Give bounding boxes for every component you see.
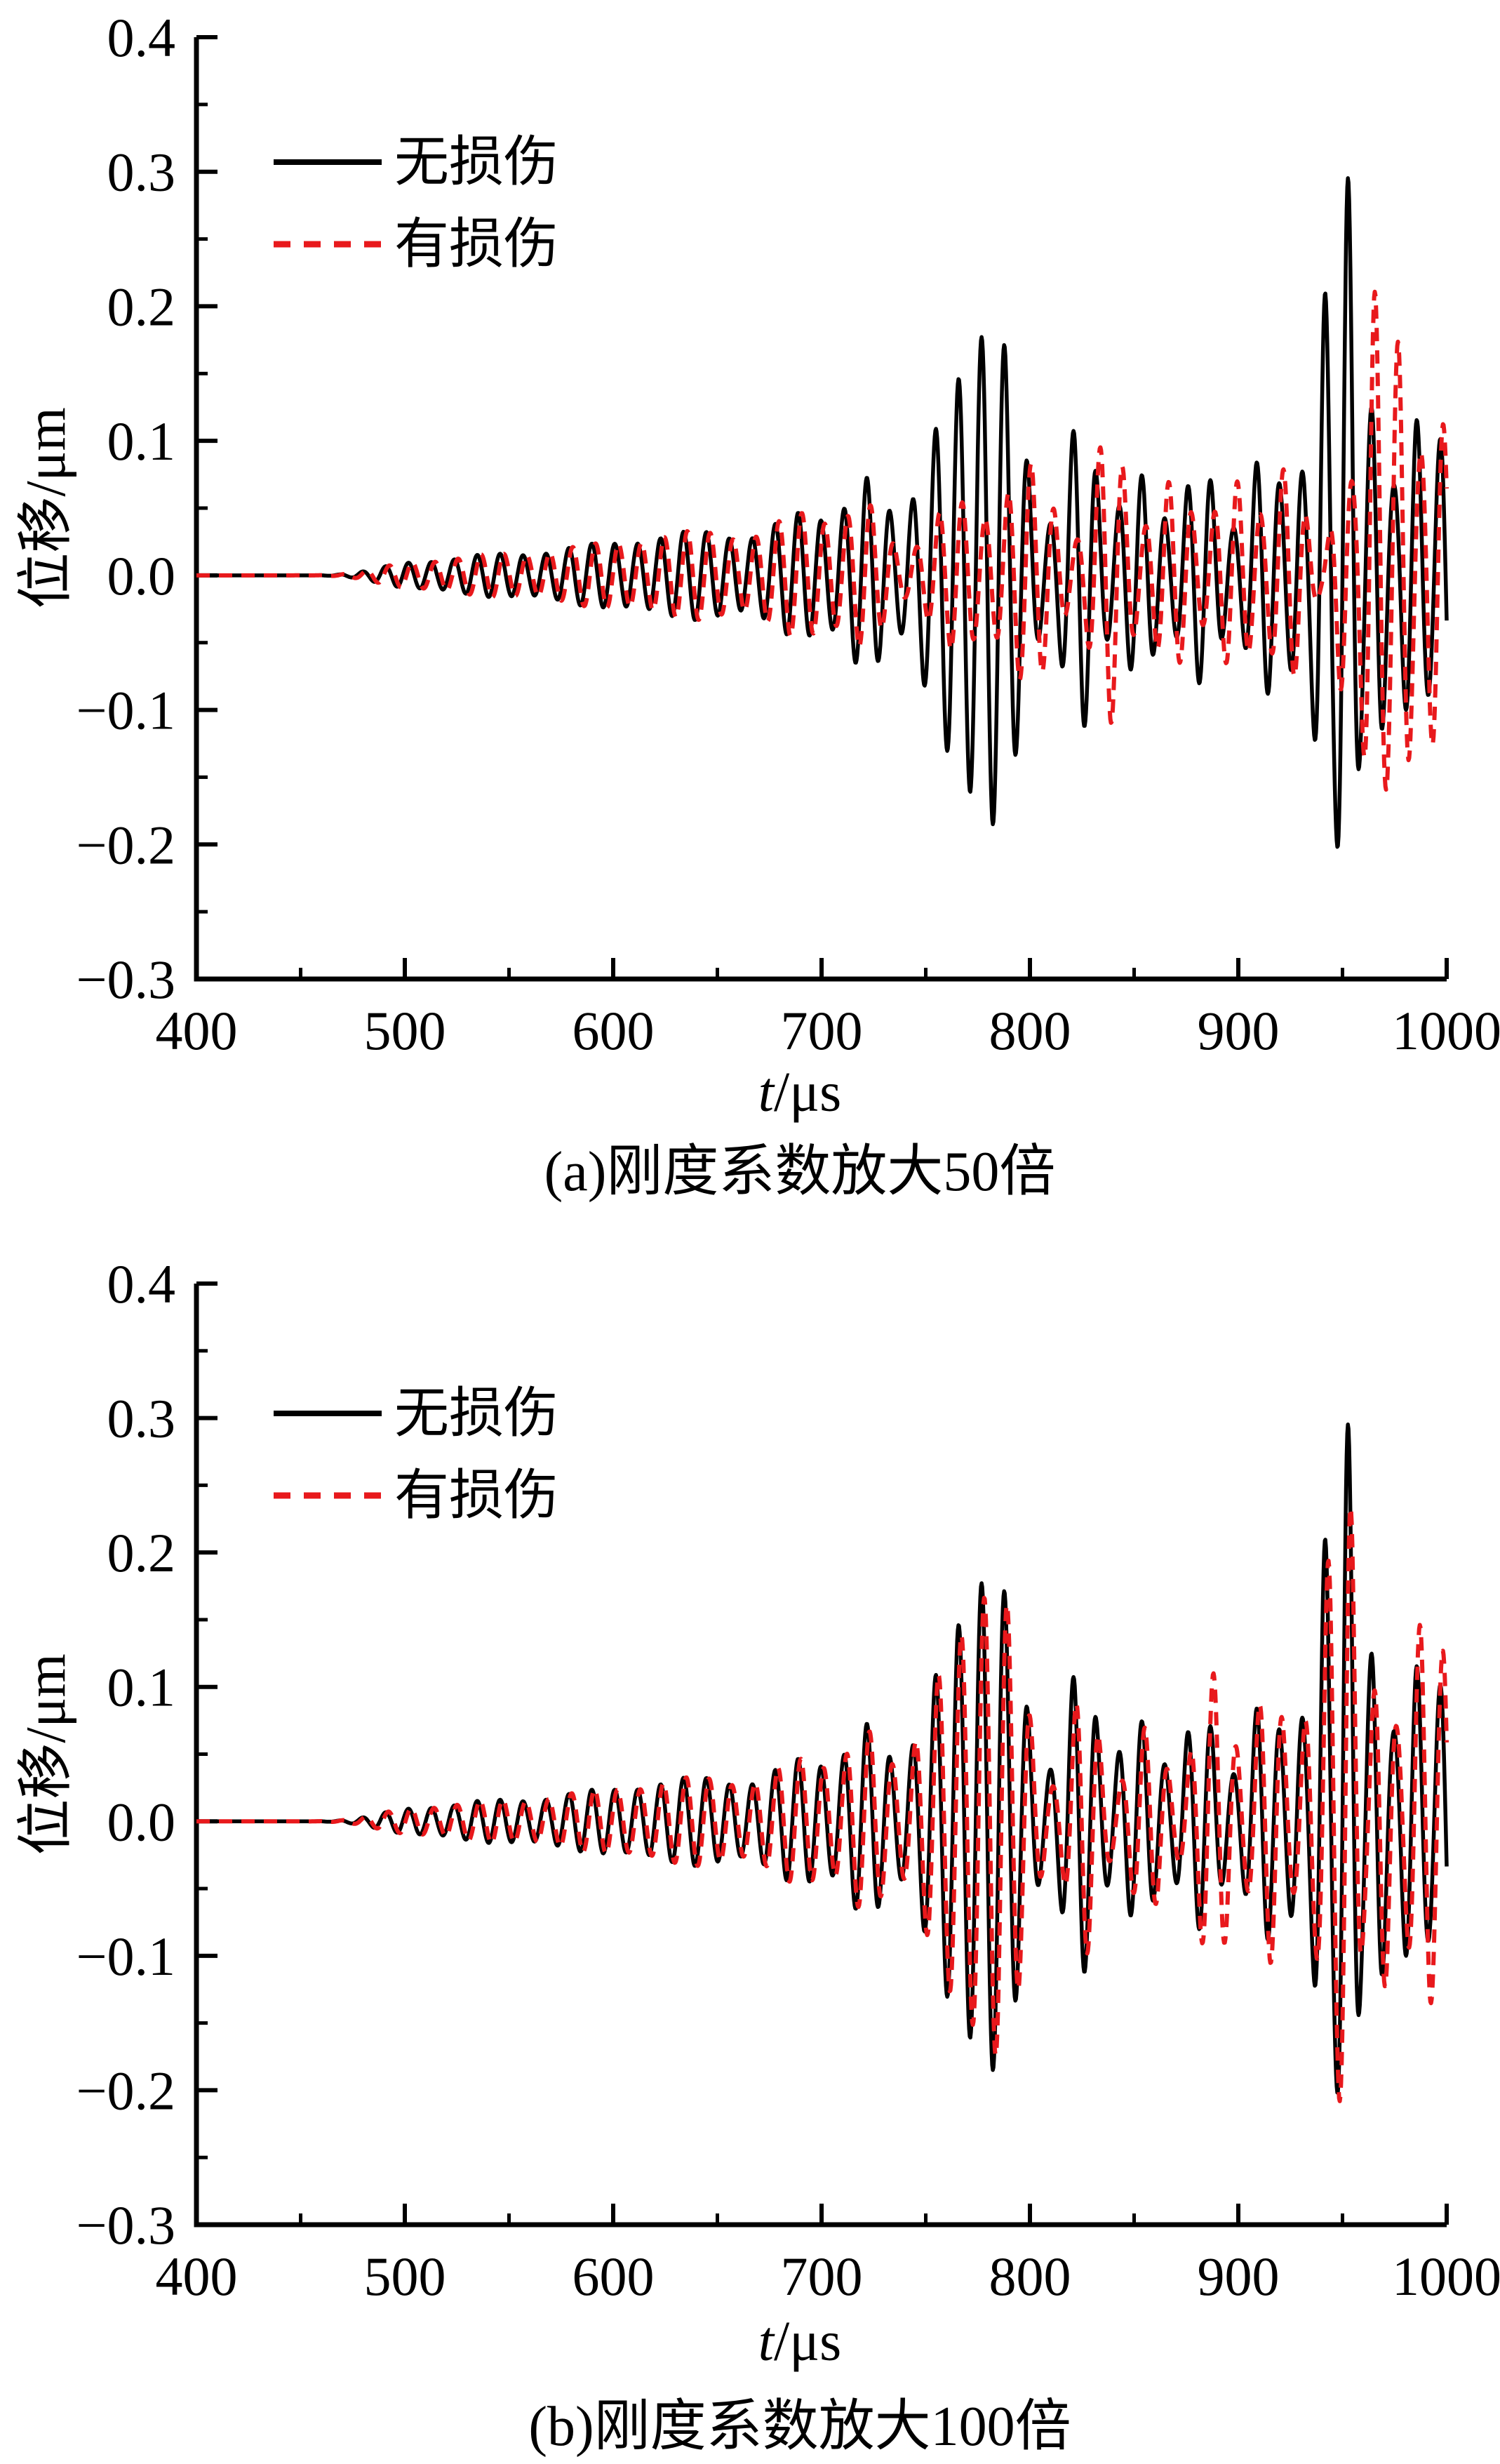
legend-line-dashed-icon (274, 241, 382, 248)
x-tick-label: 500 (364, 2246, 446, 2307)
series-a-damaged-line (194, 289, 1449, 792)
legend-label-undamaged: 无损伤 (394, 131, 559, 192)
y-tick-label: −0.3 (76, 2195, 176, 2256)
x-tick-label: 400 (156, 2246, 238, 2307)
x-tick-label: 600 (572, 1000, 655, 1061)
x-tick-label: 600 (572, 2246, 655, 2307)
x-tick-label: 900 (1198, 1000, 1280, 1061)
y-tick-label: 0.3 (107, 142, 176, 203)
legend-label-damaged: 有损伤 (394, 213, 559, 274)
y-tick-label: −0.1 (76, 1926, 176, 1987)
x-tick-label: 700 (781, 1000, 863, 1061)
x-tick-label: 900 (1198, 2246, 1280, 2307)
y-tick-label: 0.0 (107, 545, 176, 606)
x-axis-label-variable: t (758, 2310, 774, 2373)
legend-line-dashed-icon (274, 1492, 382, 1499)
legend-label-damaged: 有损伤 (394, 1465, 559, 1526)
y-tick-label: −0.2 (76, 814, 176, 875)
x-tick-label: 1000 (1392, 1000, 1500, 1061)
x-tick-label: 700 (781, 2246, 863, 2307)
y-tick-label: 0.4 (107, 1253, 176, 1314)
legend-item-undamaged: 无损伤 (272, 135, 558, 189)
x-axis-label-unit: /μs (773, 1061, 842, 1124)
y-tick-label: 0.3 (107, 1388, 176, 1449)
y-tick-label: 0.4 (107, 7, 176, 68)
caption-a: (a)刚度系数放大50倍 (544, 1141, 1056, 1203)
series-b-damaged-line (194, 1505, 1449, 2103)
legend-item-damaged: 有损伤 (272, 1468, 558, 1523)
y-axis-label-b: 位移/μm (15, 1653, 77, 1856)
caption-b: (b)刚度系数放大100倍 (528, 2396, 1071, 2458)
y-tick-label: 0.2 (107, 276, 176, 337)
legend-line-solid-icon (274, 159, 382, 165)
y-tick-label: 0.2 (107, 1522, 176, 1583)
legend-line-solid-icon (274, 1411, 382, 1416)
x-axis-label-variable: t (758, 1061, 774, 1124)
legend-item-damaged: 有损伤 (272, 217, 558, 272)
x-tick-label: 500 (364, 1000, 446, 1061)
x-tick-label: 400 (156, 1000, 238, 1061)
series-b-undamaged-line (195, 1423, 1449, 2095)
y-tick-label: 0.1 (107, 411, 176, 472)
y-tick-label: 0.0 (107, 1791, 176, 1852)
y-tick-label: −0.2 (76, 2060, 176, 2121)
y-tick-label: −0.1 (76, 680, 176, 741)
series-a-undamaged-line (195, 176, 1449, 849)
x-axis-label-b: t/μs (758, 2310, 841, 2374)
x-tick-label: 800 (989, 2246, 1071, 2307)
x-axis-label-a: t/μs (758, 1061, 841, 1125)
y-tick-label: −0.3 (76, 949, 176, 1010)
legend-label-undamaged: 无损伤 (394, 1383, 559, 1444)
y-axis-label-a: 位移/μm (15, 407, 77, 609)
legend-item-undamaged: 无损伤 (272, 1386, 558, 1441)
y-tick-label: 0.1 (107, 1657, 176, 1718)
x-tick-label: 1000 (1392, 2246, 1500, 2307)
x-axis-label-unit: /μs (773, 2310, 842, 2373)
x-tick-label: 800 (989, 1000, 1071, 1061)
